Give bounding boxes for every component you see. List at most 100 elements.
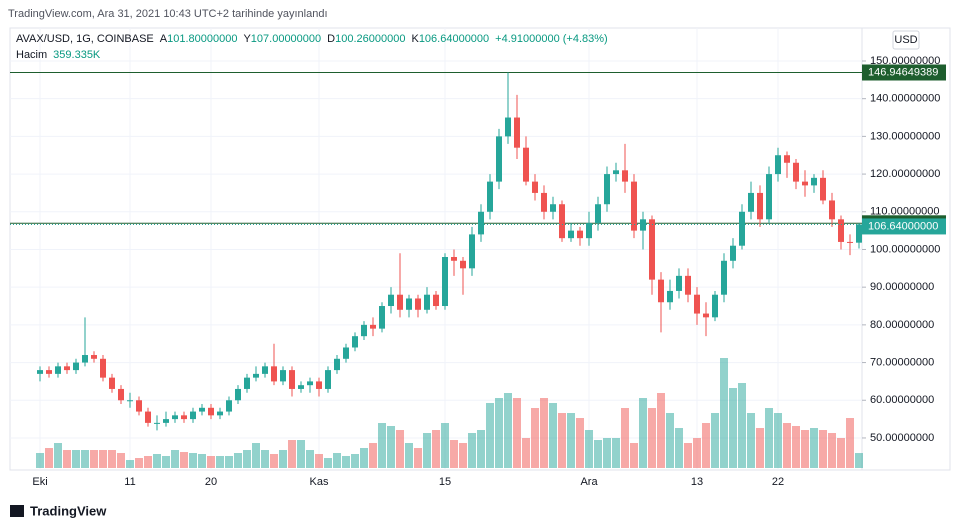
candle-body	[847, 241, 853, 243]
volume-bar	[144, 456, 152, 468]
candle-body	[226, 400, 232, 412]
price-line-label: 146.94649389	[868, 66, 938, 78]
candle-body	[523, 147, 529, 182]
volume-bar	[342, 456, 350, 468]
ohlc-key: Y	[243, 33, 251, 45]
volume-bar	[369, 443, 377, 468]
volume-bar	[594, 440, 602, 468]
volume-bar	[189, 453, 197, 468]
candle-body	[199, 407, 205, 412]
candle-body	[190, 411, 196, 420]
volume-bar	[513, 398, 521, 468]
candle-body	[703, 313, 709, 318]
volume-bar	[819, 430, 827, 468]
volume-bar	[666, 413, 674, 468]
footer-brand: TradingView	[30, 503, 107, 518]
volume-bar	[117, 453, 125, 468]
candle-body	[388, 294, 394, 307]
y-tick-label: 50.00000000	[870, 432, 934, 444]
candle-body	[64, 366, 70, 371]
candle-body	[586, 223, 592, 239]
change: +4.91000000 (+4.83%)	[495, 33, 608, 45]
volume-bar	[648, 408, 656, 468]
volume-bar	[702, 423, 710, 468]
last-price-box	[862, 218, 946, 235]
volume-last: 359.335K	[53, 49, 101, 61]
volume-bar	[603, 438, 611, 468]
volume-bar	[36, 453, 44, 468]
volume-bar	[576, 418, 584, 468]
volume-bar	[855, 453, 863, 468]
volume-bar	[414, 448, 422, 468]
volume-legend-row: Hacim 359.335K	[16, 49, 106, 61]
candle-body	[676, 275, 682, 291]
volume-bar	[711, 413, 719, 468]
volume-bar	[279, 450, 287, 468]
ohlc-key: K	[411, 33, 419, 45]
x-tick-label: Kas	[310, 476, 329, 488]
volume-bar	[477, 430, 485, 468]
volume-bar	[504, 393, 512, 468]
volume-bar	[234, 453, 242, 468]
volume-bar	[207, 456, 215, 468]
candle-body	[622, 170, 628, 182]
candle-body	[424, 294, 430, 310]
candle-body	[55, 366, 61, 374]
volume-bar	[153, 454, 161, 468]
candle-body	[658, 279, 664, 303]
candle-body	[316, 381, 322, 389]
volume-bar	[801, 430, 809, 468]
volume-bar	[765, 408, 773, 468]
candle-body	[775, 155, 781, 175]
candle-body	[631, 181, 637, 231]
page-header: TradingView.com, Ara 31, 2021 10:43 UTC+…	[8, 8, 328, 20]
volume-bar	[288, 440, 296, 468]
candle-body	[307, 381, 313, 386]
candle-body	[325, 370, 331, 389]
volume-bar	[738, 383, 746, 468]
currency-button[interactable]	[892, 30, 920, 50]
candle-body	[685, 275, 691, 295]
volume-bar	[423, 433, 431, 468]
candle-body	[667, 290, 673, 303]
candle-body	[172, 415, 178, 420]
candle-body	[271, 366, 277, 382]
volume-bar	[324, 458, 332, 468]
candle-body	[856, 224, 862, 243]
y-tick-label: 140.00000000	[870, 93, 940, 105]
volume-bar	[630, 443, 638, 468]
ohlc-key: D	[327, 33, 336, 45]
volume-bar	[558, 413, 566, 468]
ohlc-item: D100.26000000	[327, 33, 405, 45]
ohlc-item: K106.64000000	[411, 33, 489, 45]
candle-body	[361, 324, 367, 337]
candle-body	[541, 192, 547, 212]
volume-bar	[360, 448, 368, 468]
volume-bar	[216, 456, 224, 468]
candle-body	[91, 355, 97, 359]
candle-body	[253, 373, 259, 378]
candle-body	[469, 234, 475, 269]
volume-bar	[135, 458, 143, 468]
candle-body	[604, 174, 610, 205]
volume-bar	[198, 454, 206, 468]
price-line-box	[862, 64, 946, 81]
currency-button-label[interactable]: USD	[894, 34, 917, 46]
y-tick-label: 120.00000000	[870, 168, 940, 180]
candle-body	[487, 181, 493, 212]
candle-body	[433, 294, 439, 307]
y-tick-label: 80.00000000	[870, 319, 934, 331]
volume-bar	[378, 423, 386, 468]
candle-body	[154, 422, 160, 424]
volume-bar	[729, 388, 737, 468]
volume-bar	[657, 393, 665, 468]
volume-bar	[333, 453, 341, 468]
candle-body	[109, 377, 115, 389]
volume-bar	[810, 428, 818, 468]
candle-body	[712, 294, 718, 318]
candle-body	[298, 385, 304, 389]
volume-bar	[756, 428, 764, 468]
x-tick-label: 22	[772, 476, 784, 488]
volume-bar	[468, 433, 476, 468]
